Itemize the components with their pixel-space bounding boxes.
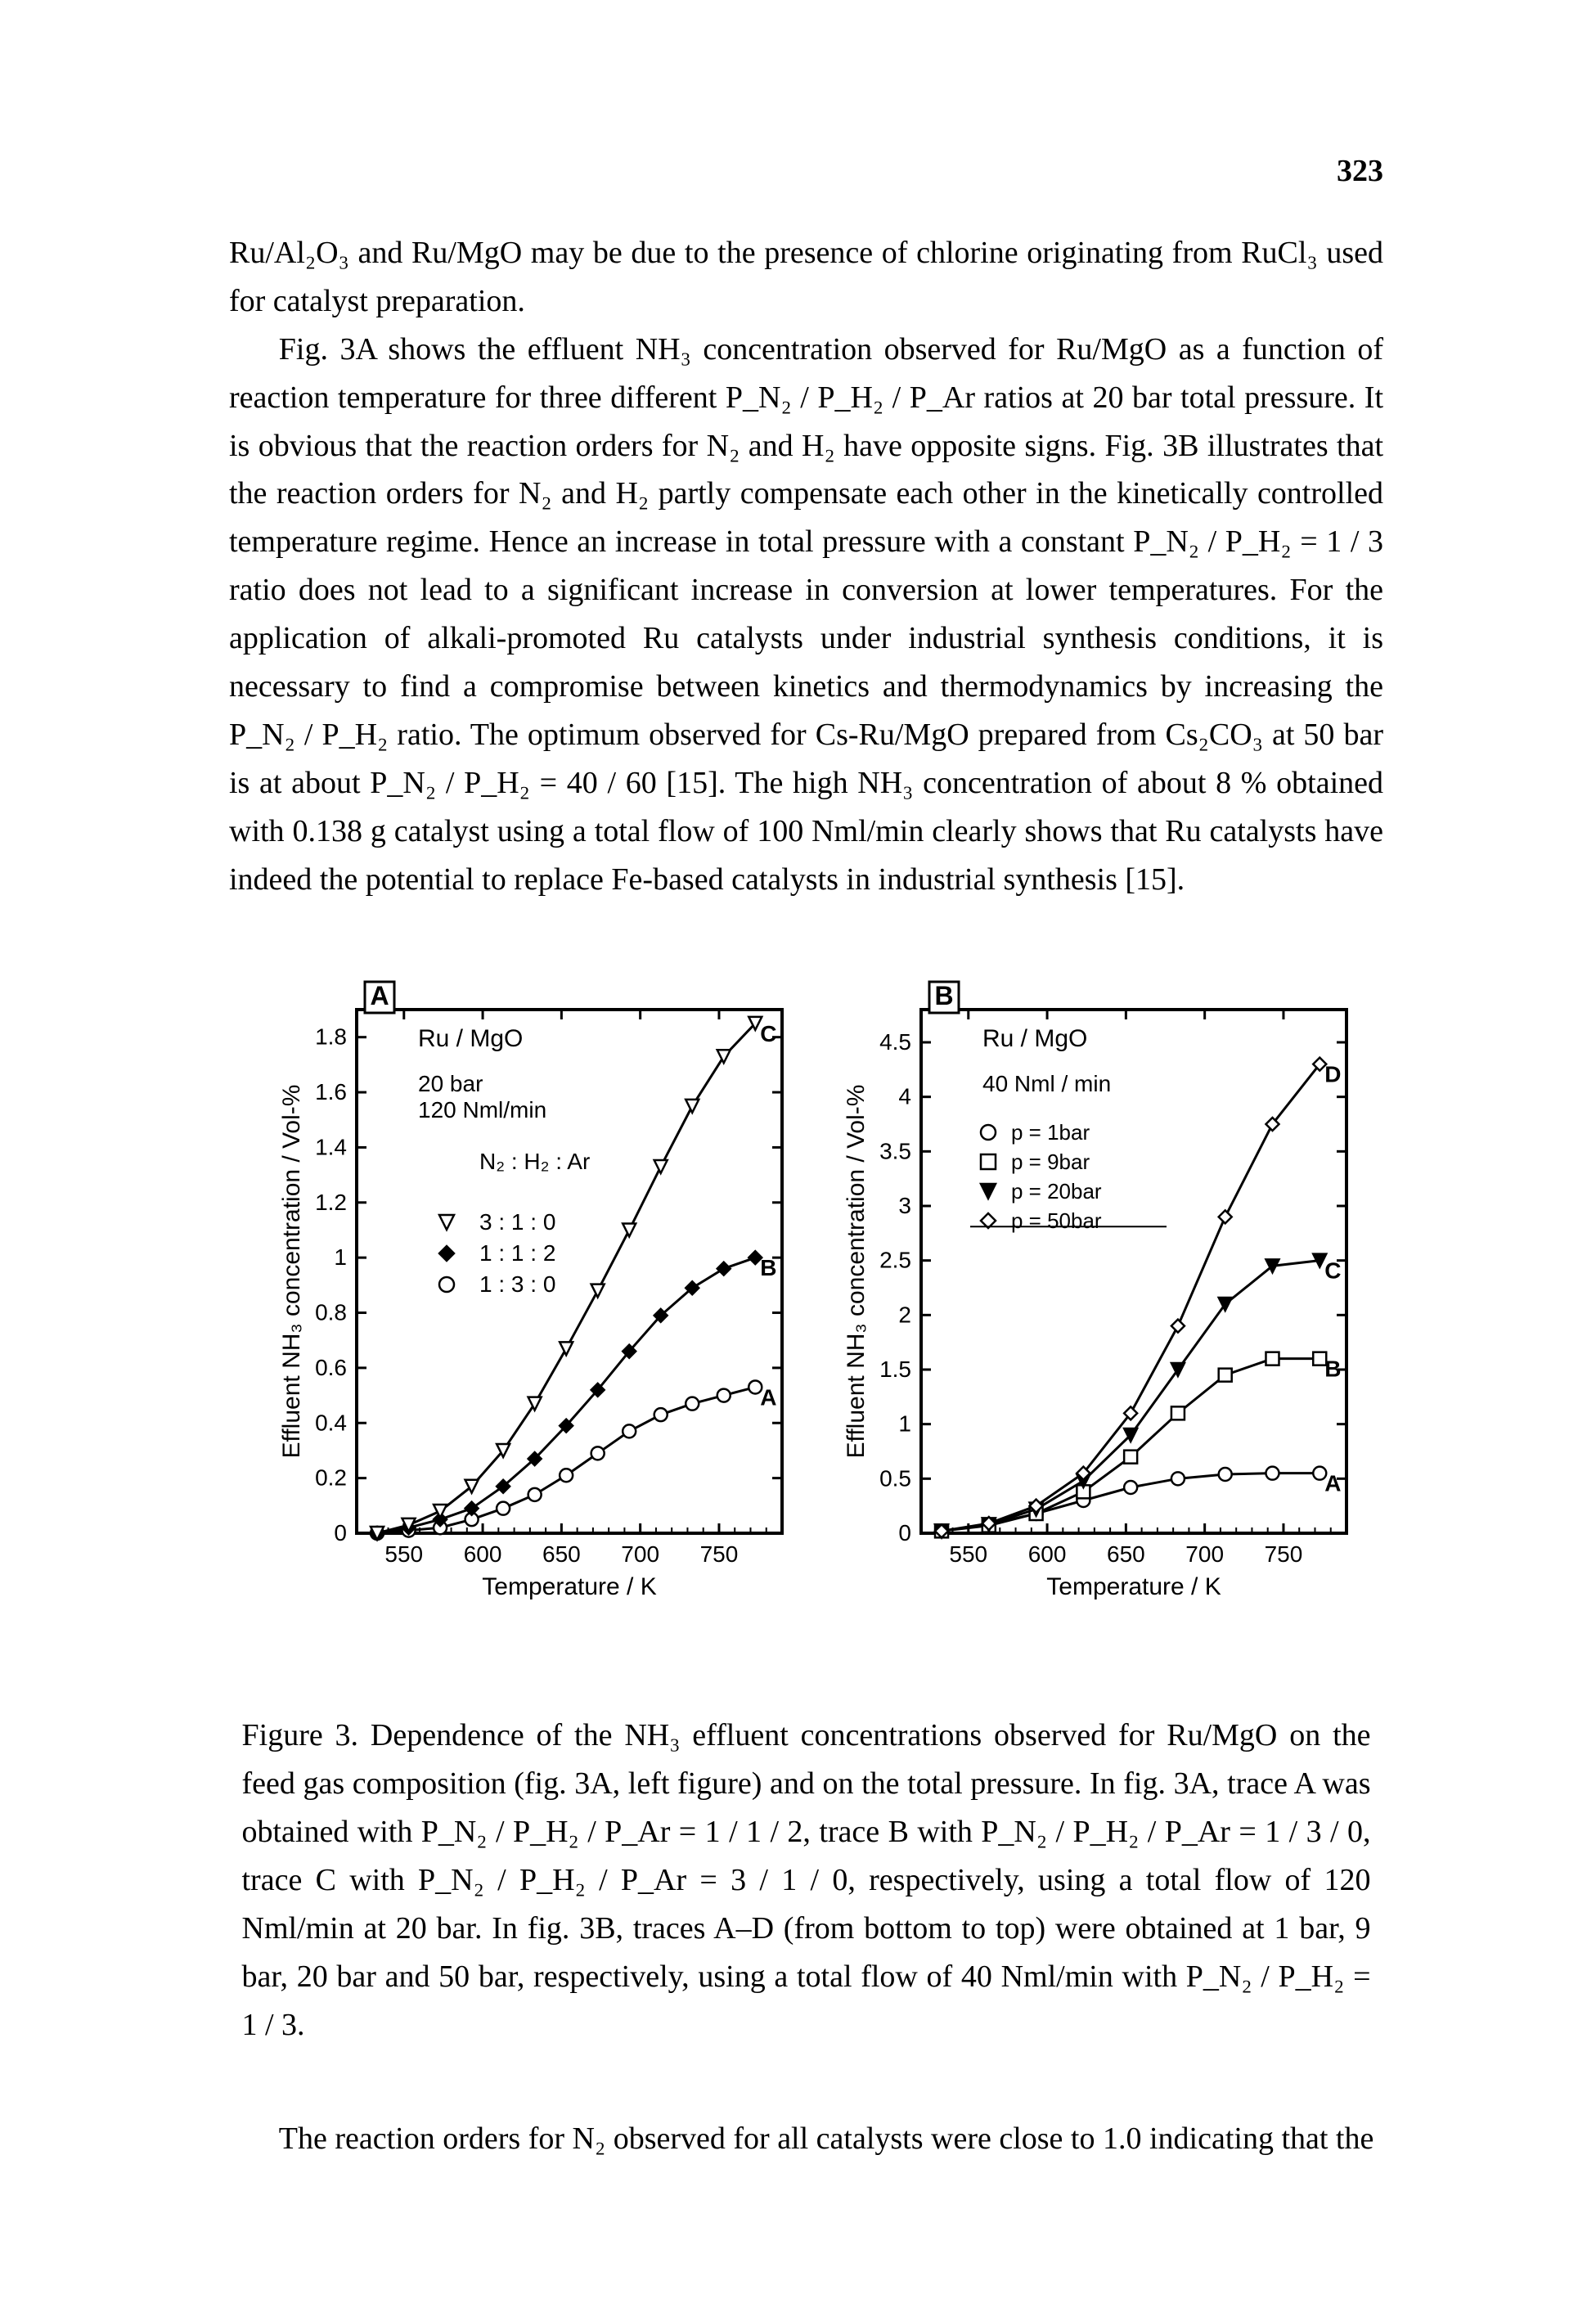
svg-text:700: 700 [621,1541,659,1567]
svg-text:3.5: 3.5 [879,1139,911,1164]
svg-text:750: 750 [1264,1541,1302,1567]
page-number: 323 [1337,147,1383,196]
svg-text:p = 9bar: p = 9bar [1011,1150,1090,1174]
svg-text:550: 550 [384,1541,423,1567]
svg-text:Temperature / K: Temperature / K [482,1573,656,1600]
svg-text:1.5: 1.5 [879,1356,911,1382]
svg-text:A: A [1324,1471,1341,1496]
svg-text:1: 1 [334,1245,347,1271]
svg-text:C: C [1324,1258,1341,1284]
svg-text:3 : 1 : 0: 3 : 1 : 0 [479,1209,555,1235]
paragraph-3: The reaction orders for N₂ observed for … [229,2115,1383,2163]
svg-text:p = 1bar: p = 1bar [1011,1120,1090,1145]
svg-text:0.5: 0.5 [879,1466,911,1491]
svg-text:1 : 1 : 2: 1 : 1 : 2 [479,1240,555,1266]
svg-text:Effluent NH₃ concentration / V: Effluent NH₃ concentration / Vol-% [843,1085,870,1459]
svg-text:650: 650 [542,1541,581,1567]
svg-text:1: 1 [898,1411,911,1437]
svg-text:C: C [760,1021,776,1046]
svg-text:Ru / MgO: Ru / MgO [418,1025,523,1052]
svg-text:0.4: 0.4 [315,1410,347,1436]
svg-text:4: 4 [898,1084,911,1109]
svg-text:N₂ : H₂ : Ar: N₂ : H₂ : Ar [479,1149,590,1174]
svg-text:1.2: 1.2 [315,1190,347,1215]
svg-text:3: 3 [898,1193,911,1218]
svg-text:B: B [934,981,953,1010]
svg-text:0: 0 [334,1520,347,1545]
svg-text:D: D [1324,1062,1341,1087]
paragraph-2: Fig. 3A shows the effluent NH₃ concentra… [229,326,1383,904]
body-text: Ru/Al₂O₃ and Ru/MgO may be due to the pr… [229,229,1383,903]
svg-text:700: 700 [1185,1541,1224,1567]
svg-text:Temperature / K: Temperature / K [1046,1573,1221,1600]
svg-text:2: 2 [898,1302,911,1328]
svg-text:1.4: 1.4 [315,1135,347,1160]
svg-text:40 Nml / min: 40 Nml / min [982,1071,1111,1096]
svg-text:Effluent NH₃ concentration / V: Effluent NH₃ concentration / Vol-% [278,1085,305,1459]
svg-text:B: B [1324,1356,1341,1382]
svg-text:120 Nml/min: 120 Nml/min [418,1097,546,1123]
svg-text:550: 550 [949,1541,987,1567]
svg-text:600: 600 [463,1541,501,1567]
figure-3-svg: 550 600 650 700 750 0 0.2 0.4 0.6 0.8 1 1.2 1.4 1.6 1.… [242,961,1371,1648]
svg-text:650: 650 [1107,1541,1145,1567]
svg-text:2.5: 2.5 [879,1248,911,1273]
svg-text:Ru / MgO: Ru / MgO [982,1025,1087,1052]
figure-3-caption: Figure 3. Dependence of the NH₃ effluent… [242,1712,1371,2049]
svg-text:0.8: 0.8 [315,1300,347,1325]
svg-text:A: A [760,1385,776,1410]
svg-text:A: A [370,981,389,1010]
svg-text:750: 750 [699,1541,738,1567]
figure-3: 550 600 650 700 750 0 0.2 0.4 0.6 0.8 1 1.2 1.4 1.6 1.… [242,961,1371,2049]
svg-text:0: 0 [898,1520,911,1545]
svg-text:20 bar: 20 bar [418,1071,483,1096]
svg-text:p = 50bar: p = 50bar [1011,1208,1102,1233]
paragraph-1: Ru/Al₂O₃ and Ru/MgO may be due to the pr… [229,229,1383,326]
svg-text:B: B [760,1256,776,1281]
svg-text:p = 20bar: p = 20bar [1011,1179,1102,1203]
svg-text:4.5: 4.5 [879,1029,911,1055]
svg-text:1.8: 1.8 [315,1024,347,1050]
svg-text:1.6: 1.6 [315,1080,347,1105]
svg-text:0.6: 0.6 [315,1355,347,1380]
svg-text:0.2: 0.2 [315,1465,347,1491]
svg-text:600: 600 [1027,1541,1066,1567]
svg-text:1 : 3 : 0: 1 : 3 : 0 [479,1271,555,1297]
